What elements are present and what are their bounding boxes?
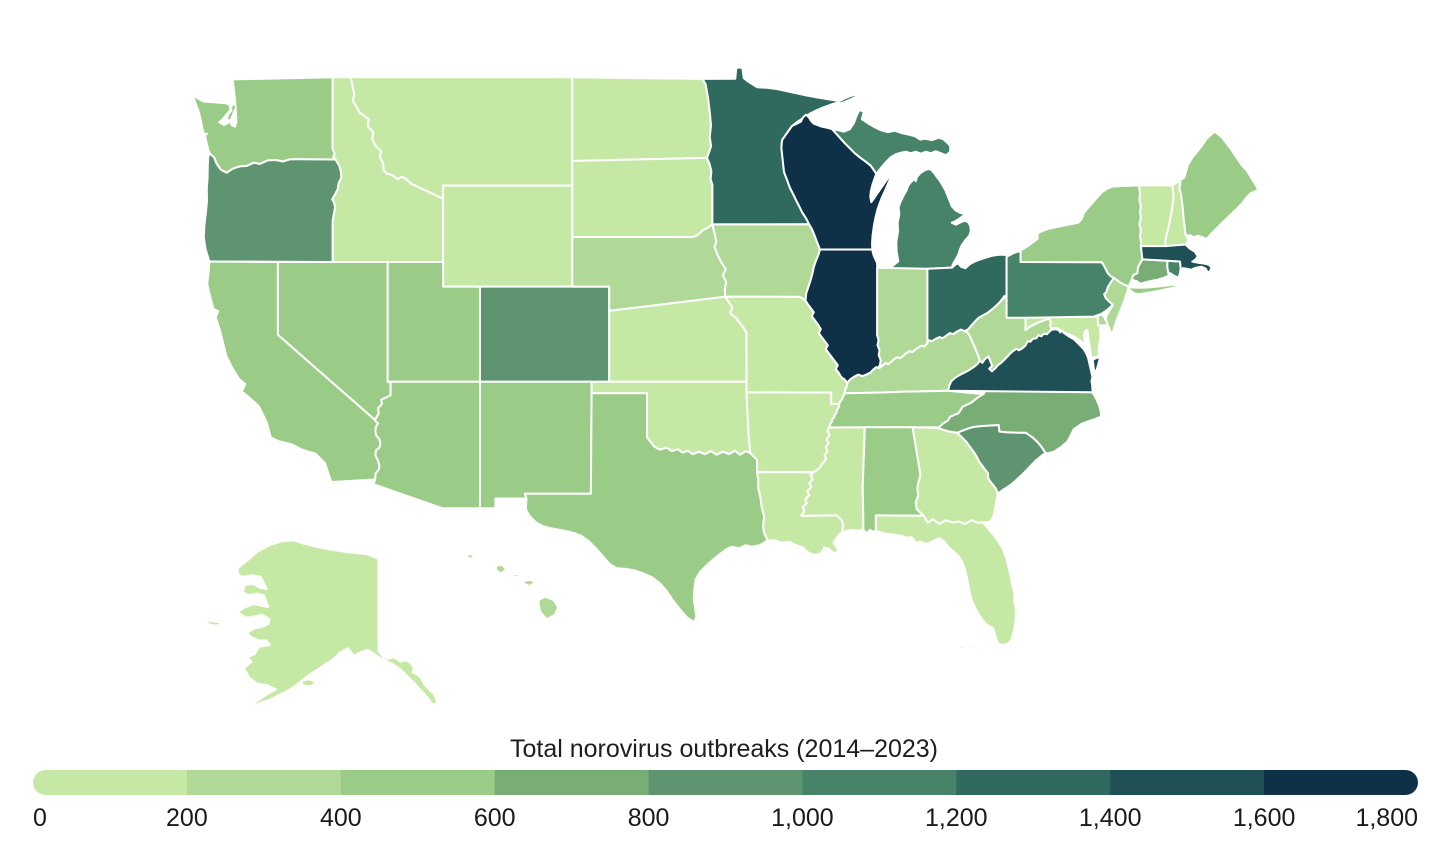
svg-text:1,000: 1,000 <box>771 804 834 832</box>
svg-text:200: 200 <box>166 804 208 832</box>
svg-text:1,200: 1,200 <box>925 804 988 832</box>
svg-text:0: 0 <box>33 804 47 832</box>
svg-text:800: 800 <box>628 804 670 832</box>
svg-text:1,800: 1,800 <box>1355 804 1418 832</box>
svg-text:400: 400 <box>320 804 362 832</box>
svg-text:600: 600 <box>474 804 516 832</box>
svg-text:Total norovirus outbreaks (201: Total norovirus outbreaks (2014–2023) <box>510 735 938 763</box>
svg-text:1,600: 1,600 <box>1233 804 1296 832</box>
svg-text:1,400: 1,400 <box>1079 804 1142 832</box>
